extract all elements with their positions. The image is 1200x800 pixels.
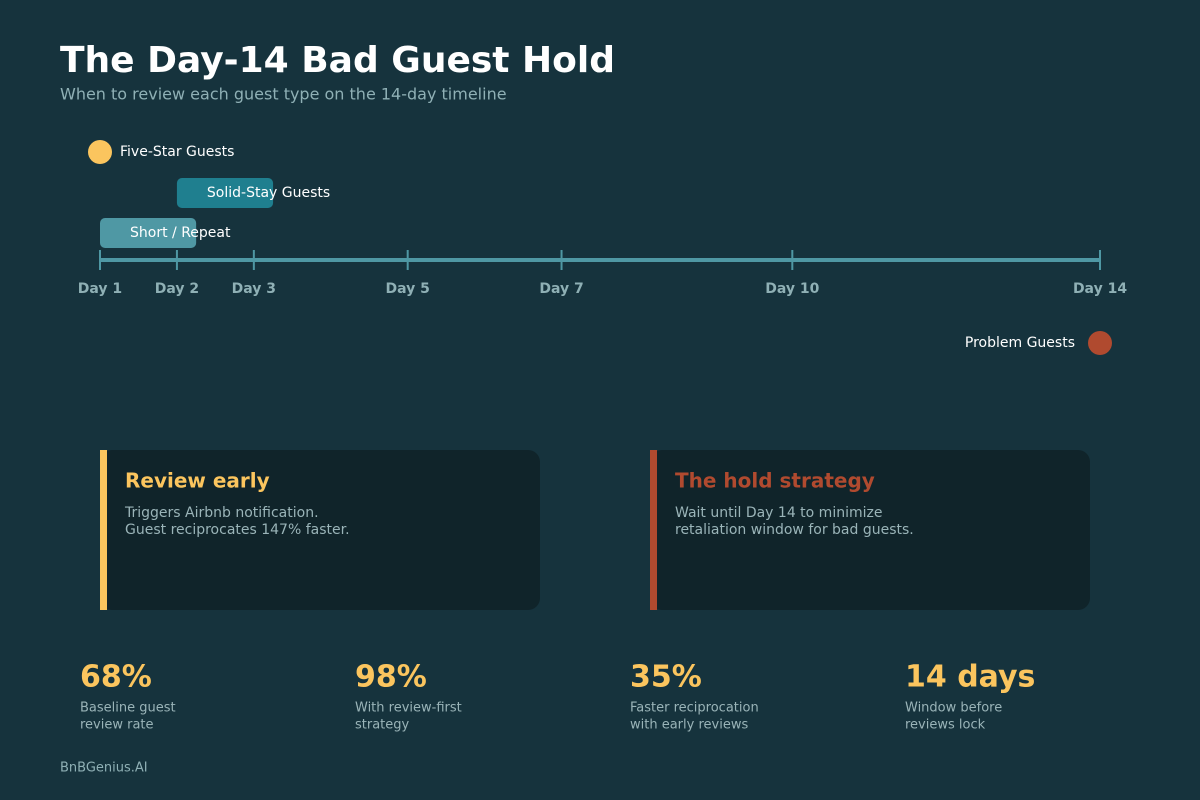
- stat-value: 35%: [630, 660, 702, 695]
- marker-dot: [88, 140, 112, 164]
- stat-label: Window before: [905, 701, 1002, 716]
- tick-label: Day 7: [539, 281, 583, 297]
- stat-label: with early reviews: [630, 718, 748, 733]
- card-text: Triggers Airbnb notification.: [124, 505, 319, 521]
- card-text: retaliation window for bad guests.: [675, 522, 914, 538]
- card-accent: [100, 450, 107, 610]
- card: [650, 450, 1090, 610]
- card: [100, 450, 540, 610]
- card-title: Review early: [125, 469, 270, 493]
- tick-label: Day 10: [765, 281, 819, 297]
- stat-value: 14 days: [905, 660, 1035, 695]
- card-accent: [650, 450, 657, 610]
- tick-label: Day 2: [155, 281, 199, 297]
- stat-label: Baseline guest: [80, 701, 176, 716]
- marker-dot: [1088, 331, 1112, 355]
- stat-label: Faster reciprocation: [630, 701, 759, 716]
- item-label: Problem Guests: [965, 335, 1075, 351]
- tick-label: Day 5: [385, 281, 429, 297]
- stat-label: strategy: [355, 718, 410, 733]
- stat-value: 68%: [80, 660, 152, 695]
- stat-value: 98%: [355, 660, 427, 695]
- range-bar: [100, 218, 197, 248]
- card-text: Wait until Day 14 to minimize: [675, 505, 882, 521]
- tick-label: Day 3: [232, 281, 276, 297]
- item-label: Solid-Stay Guests: [207, 185, 330, 201]
- footer: BnBGenius.AI: [60, 761, 148, 776]
- item-label: Five-Star Guests: [120, 144, 234, 160]
- subtitle: When to review each guest type on the 14…: [60, 85, 507, 104]
- item-label: Short / Repeat: [130, 225, 231, 241]
- stat-label: reviews lock: [905, 718, 986, 733]
- tick-label: Day 1: [78, 281, 122, 297]
- card-title: The hold strategy: [675, 469, 875, 493]
- tick-label: Day 14: [1073, 281, 1127, 297]
- stat-label: review rate: [80, 718, 154, 733]
- range-bar: [176, 178, 274, 208]
- title: The Day-14 Bad Guest Hold: [60, 40, 615, 81]
- stat-label: With review-first: [355, 701, 462, 716]
- card-text: Guest reciprocates 147% faster.: [125, 522, 350, 538]
